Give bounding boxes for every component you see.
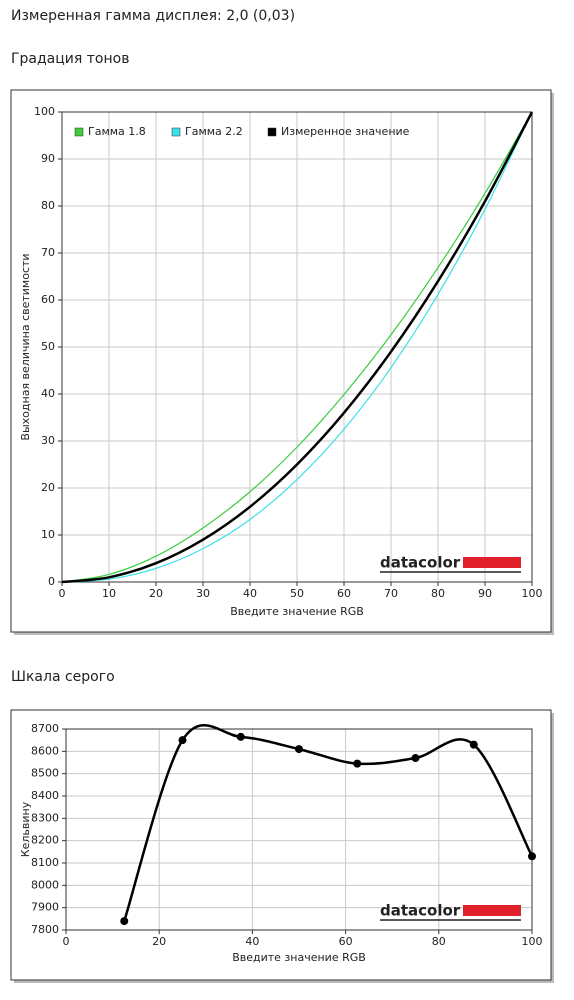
- x-tick-label: 90: [478, 587, 492, 600]
- watermark-bar: [463, 557, 521, 568]
- panel: [10, 89, 552, 633]
- legend-swatch: [267, 127, 277, 137]
- x-tick-label: 10: [102, 587, 116, 600]
- y-tick-label: 7800: [31, 923, 59, 936]
- x-tick-label: 70: [384, 587, 398, 600]
- x-tick-label: 60: [337, 587, 351, 600]
- y-tick-label: 20: [41, 481, 55, 494]
- y-tick-label: 80: [41, 199, 55, 212]
- plot-area: [65, 728, 533, 931]
- y-tick-label: 8100: [31, 856, 59, 869]
- legend-label: Гамма 1.8: [88, 125, 146, 138]
- data-point: [411, 754, 420, 763]
- x-tick-label: 50: [290, 587, 304, 600]
- series-line: [61, 111, 534, 584]
- y-tick-label: 50: [41, 340, 55, 353]
- x-tick-label: 80: [432, 935, 446, 948]
- x-tick-label: 100: [522, 935, 543, 948]
- y-tick-label: 40: [41, 387, 55, 400]
- y-tick-label: 90: [41, 152, 55, 165]
- watermark: datacolor: [380, 902, 461, 920]
- y-tick-label: 8000: [31, 878, 59, 891]
- y-tick-label: 8200: [31, 834, 59, 847]
- y-tick-label: 30: [41, 434, 55, 447]
- y-tick-label: 70: [41, 246, 55, 259]
- data-point: [353, 759, 362, 768]
- watermark-bar: [463, 905, 521, 916]
- section-title: Градация тонов: [11, 51, 129, 67]
- x-tick-label: 20: [149, 587, 163, 600]
- data-point: [469, 740, 478, 749]
- data-point: [528, 852, 536, 861]
- y-tick-label: 7900: [31, 901, 59, 914]
- data-point: [295, 745, 303, 754]
- y-tick-label: 8600: [31, 744, 59, 757]
- x-tick-label: 40: [243, 587, 257, 600]
- header: Измеренная гамма дисплея: 2,0 (0,03): [11, 8, 295, 24]
- plot-area: [61, 111, 533, 583]
- series-line: [61, 111, 533, 583]
- y-tick-label: 8700: [31, 722, 59, 735]
- watermark: datacolor: [380, 554, 461, 572]
- x-axis-label: Введите значение RGB: [230, 605, 364, 618]
- x-tick-label: 0: [63, 935, 70, 948]
- series-line: [61, 111, 533, 583]
- x-tick-label: 0: [59, 587, 66, 600]
- data-point: [120, 917, 129, 926]
- x-tick-label: 100: [522, 587, 543, 600]
- y-tick-label: 0: [48, 575, 55, 588]
- y-axis-label: Кельвину: [19, 801, 32, 857]
- legend-swatch: [171, 127, 181, 137]
- panel: [10, 709, 552, 981]
- y-tick-label: 100: [34, 105, 55, 118]
- y-tick-label: 8300: [31, 811, 59, 824]
- x-axis-label: Введите значение RGB: [232, 951, 366, 964]
- legend-label: Измеренное значение: [281, 125, 410, 138]
- legend-label: Гамма 2.2: [185, 125, 243, 138]
- y-tick-label: 8500: [31, 767, 59, 780]
- y-axis-label: Выходная величина светимости: [19, 253, 32, 440]
- data-point: [236, 732, 245, 741]
- x-tick-label: 40: [245, 935, 259, 948]
- y-tick-label: 60: [41, 293, 55, 306]
- x-tick-label: 80: [431, 587, 445, 600]
- x-tick-label: 60: [339, 935, 353, 948]
- section-title: Шкала серого: [11, 669, 115, 685]
- data-point: [178, 736, 187, 745]
- y-tick-label: 8400: [31, 789, 59, 802]
- legend-swatch: [74, 127, 84, 137]
- x-tick-label: 20: [152, 935, 166, 948]
- y-tick-label: 10: [41, 528, 55, 541]
- x-tick-label: 30: [196, 587, 210, 600]
